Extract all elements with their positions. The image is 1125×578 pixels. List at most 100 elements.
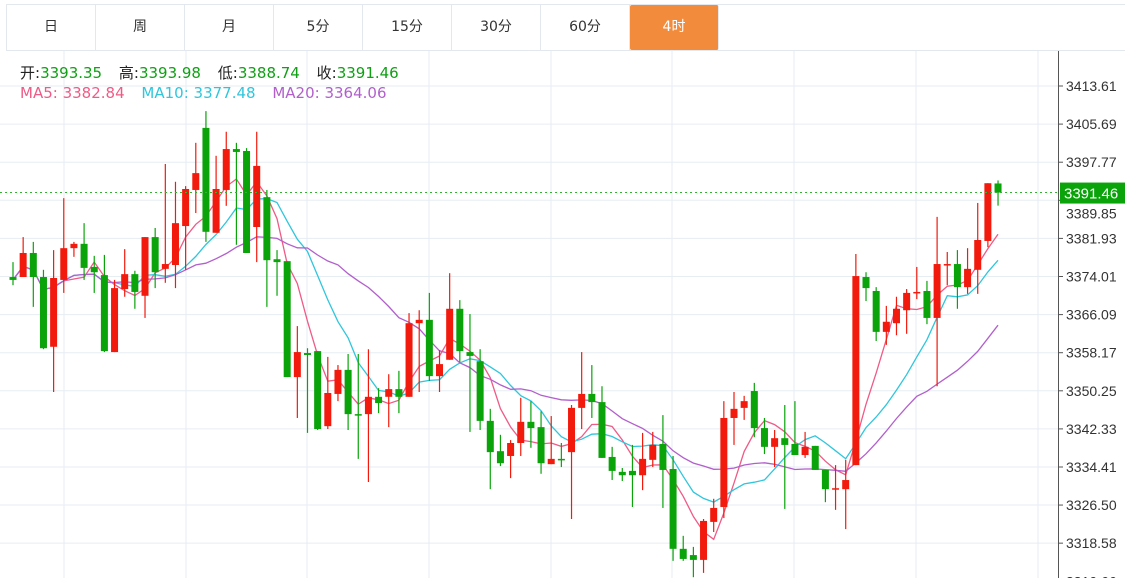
ohlc-readout: 开:3393.35 高:3393.98 低:3388.74 收:3391.46 (20, 62, 399, 83)
candle-up (141, 237, 149, 296)
y-tick-label: 3405.69 (1066, 116, 1117, 132)
candle-down (314, 351, 322, 430)
tab-week[interactable]: 周 (96, 5, 185, 50)
candle-up (933, 264, 941, 318)
candle-down (486, 420, 494, 453)
candle-down (273, 259, 281, 263)
candle-up (70, 243, 78, 249)
candle-up (832, 488, 840, 490)
candle-down (537, 427, 545, 464)
candle-down (781, 438, 789, 445)
candle-down (923, 290, 931, 318)
candle-up (903, 292, 911, 311)
candle-up (568, 407, 576, 453)
candle-up (436, 364, 444, 377)
candle-down (425, 319, 433, 377)
y-tick-label: 3334.41 (1066, 459, 1117, 475)
ma-readout: MA5: 3382.84 MA10: 3377.48 MA20: 3364.06 (20, 84, 387, 102)
tab-5min[interactable]: 5分 (274, 5, 363, 50)
y-tick-label: 3350.25 (1066, 383, 1117, 399)
ma10-line (12, 197, 999, 503)
candle-down (862, 277, 870, 289)
candle-up (60, 248, 68, 280)
candles (9, 111, 1002, 578)
candle-down (80, 243, 88, 268)
last-price-badge (1060, 182, 1125, 204)
y-tick-label: 3326.50 (1066, 497, 1117, 513)
low-label: 低: (217, 64, 238, 82)
open-label: 开: (20, 64, 41, 82)
y-tick-label: 3397.77 (1066, 154, 1117, 170)
candle-up (161, 264, 169, 269)
candle-down (811, 445, 819, 470)
candle-down (953, 264, 961, 288)
candle-down (598, 402, 606, 458)
candle-up (984, 183, 992, 241)
candle-down (375, 396, 383, 404)
candle-down (151, 237, 159, 273)
candle-down (39, 277, 47, 349)
tab-bar-background (717, 4, 1125, 51)
candle-up (171, 223, 179, 266)
tab-month[interactable]: 月 (185, 5, 274, 50)
candle-down (994, 183, 1002, 193)
y-tick-label: 3381.93 (1066, 230, 1117, 246)
candle-down (354, 414, 362, 416)
candle-down (131, 274, 139, 292)
open-value: 3393.35 (40, 64, 103, 82)
candle-up (405, 323, 413, 397)
candle-up (192, 173, 200, 190)
candle-up (710, 507, 718, 522)
ma20-label: MA20: (272, 84, 320, 102)
close-value: 3391.46 (336, 64, 399, 82)
candle-down (618, 471, 626, 476)
y-tick-label: 3358.17 (1066, 345, 1117, 361)
high-value: 3393.98 (138, 64, 201, 82)
candle-up (943, 264, 951, 266)
candle-up (892, 308, 900, 324)
candle-up (974, 239, 982, 270)
candle-down (202, 127, 210, 232)
ma10-value: 3377.48 (193, 84, 256, 102)
candle-up (547, 458, 555, 465)
y-tick-label: 3389.85 (1066, 206, 1117, 222)
candle-up (882, 321, 890, 332)
y-tick-label: 3310.66 (1066, 573, 1117, 578)
candle-up (293, 352, 301, 378)
tab-60min[interactable]: 60分 (541, 5, 630, 50)
candle-down (476, 361, 484, 421)
candle-down (283, 261, 291, 378)
candle-up (111, 288, 119, 353)
candle-down (344, 369, 352, 415)
tab-15min[interactable]: 15分 (363, 5, 452, 50)
candle-down (243, 150, 251, 253)
ma20-value: 3364.06 (324, 84, 387, 102)
candle-up (730, 408, 738, 418)
candle-up (385, 389, 393, 397)
close-label: 收: (316, 64, 337, 82)
candle-down (557, 458, 565, 461)
candle-up (639, 458, 647, 476)
candle-up (913, 291, 921, 294)
y-tick-label: 3374.01 (1066, 269, 1117, 285)
candle-down (456, 308, 464, 352)
candle-down (689, 555, 697, 560)
candle-up (517, 421, 525, 443)
candle-up (212, 188, 220, 233)
high-label: 高: (118, 64, 139, 82)
candle-up (446, 308, 454, 360)
period-tabs: 日 周 月 5分 15分 30分 60分 4时 (6, 4, 719, 51)
candle-up (182, 188, 190, 227)
tab-30min[interactable]: 30分 (452, 5, 541, 50)
candle-down (395, 389, 403, 397)
candle-down (628, 470, 636, 476)
tab-day[interactable]: 日 (7, 5, 96, 50)
y-tick-label: 3366.09 (1066, 307, 1117, 323)
tab-4hour[interactable]: 4时 (630, 5, 719, 50)
moving-average-lines (12, 178, 999, 541)
candle-up (740, 401, 748, 408)
candle-up (964, 268, 972, 288)
candle-down (527, 421, 535, 429)
candle-down (303, 353, 311, 355)
